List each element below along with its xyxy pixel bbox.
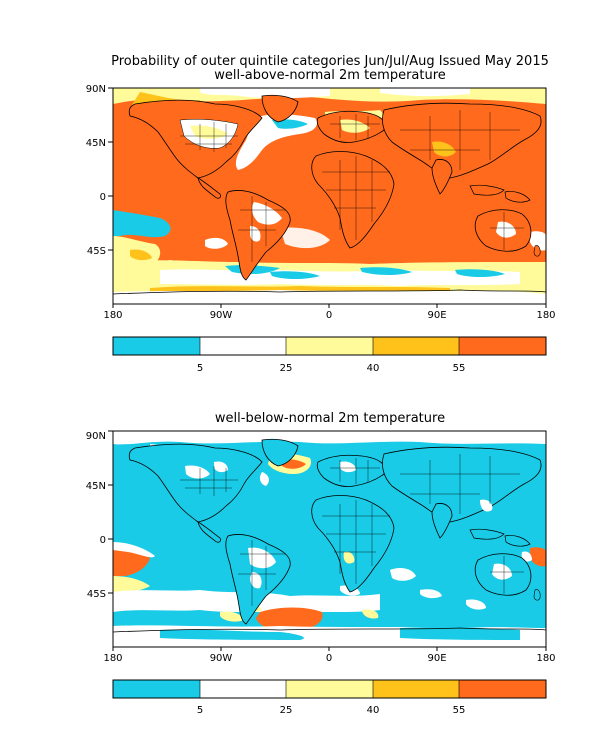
panel1-borders — [180, 110, 524, 262]
colorbar-label: 25 — [280, 363, 293, 374]
panel1-lon-ticks: 180 90W 0 90E 180 — [103, 304, 556, 321]
panel2-lon-label: 0 — [326, 653, 332, 664]
colorbar-label: 5 — [197, 363, 203, 374]
colorbar-label: 5 — [197, 705, 203, 716]
panel2-lat-label: 90N — [86, 431, 106, 442]
panel2-land — [113, 438, 546, 633]
panel2-lon-label: 90E — [427, 653, 446, 664]
panel1-map: 90N 45N 0 45S 180 90W 0 90E 180 5 25 40 … — [86, 84, 556, 374]
panel2-field — [113, 431, 546, 647]
colorbar-swatch-4 — [459, 337, 546, 355]
colorbar-swatch-0 — [113, 337, 200, 355]
colorbar-swatch-1 — [200, 680, 286, 698]
figure-title: Probability of outer quintile categories… — [111, 54, 549, 69]
colorbar-swatch-1 — [200, 337, 286, 355]
colorbar-swatch-2 — [286, 680, 373, 698]
panel1-colorbar: 5 25 40 55 — [112, 336, 547, 374]
colorbar-swatch-3 — [373, 337, 459, 355]
panel2-lon-label: 180 — [536, 653, 555, 664]
colorbar-swatch-0 — [113, 680, 200, 698]
panel1-lon-label: 90W — [210, 310, 233, 321]
panel2-lon-ticks: 180 90W 0 90E 180 — [103, 647, 556, 664]
panel2-lon-label: 90W — [210, 653, 233, 664]
panel2-title: well-below-normal 2m temperature — [214, 411, 446, 426]
colorbar-label: 40 — [367, 363, 380, 374]
panel2-lon-label: 180 — [103, 653, 122, 664]
panel2-lat-ticks: 90N 45N 0 45S — [86, 430, 113, 600]
panel1-lat-label: 0 — [100, 192, 106, 203]
colorbar-label: 55 — [453, 363, 466, 374]
panel2-borders — [180, 454, 524, 606]
colorbar-swatch-2 — [286, 337, 373, 355]
panel1-lat-ticks: 90N 45N 0 45S — [86, 84, 113, 257]
panel1-lon-label: 180 — [536, 310, 555, 321]
panel2-lat-label: 45N — [86, 481, 106, 492]
panel1-field — [113, 88, 546, 304]
panel2-map: 90N 45N 0 45S 180 90W 0 90E 180 5 25 40 … — [86, 430, 556, 716]
panel2-lat-label: 0 — [100, 535, 106, 546]
panel1-lon-label: 180 — [103, 310, 122, 321]
panel1-lat-label: 45N — [86, 138, 106, 149]
panel1-lat-label: 45S — [87, 246, 106, 257]
panel1-lon-label: 0 — [326, 310, 332, 321]
colorbar-label: 55 — [453, 705, 466, 716]
panel1-lat-label: 90N — [86, 84, 106, 95]
colorbar-label: 25 — [280, 705, 293, 716]
panel2-colorbar: 5 25 40 55 — [112, 679, 547, 716]
panel2-lat-label: 45S — [87, 589, 106, 600]
colorbar-swatch-4 — [459, 680, 546, 698]
panel1-title: well-above-normal 2m temperature — [214, 68, 446, 83]
colorbar-swatch-3 — [373, 680, 459, 698]
colorbar-label: 40 — [367, 705, 380, 716]
panel1-lon-label: 90E — [427, 310, 446, 321]
